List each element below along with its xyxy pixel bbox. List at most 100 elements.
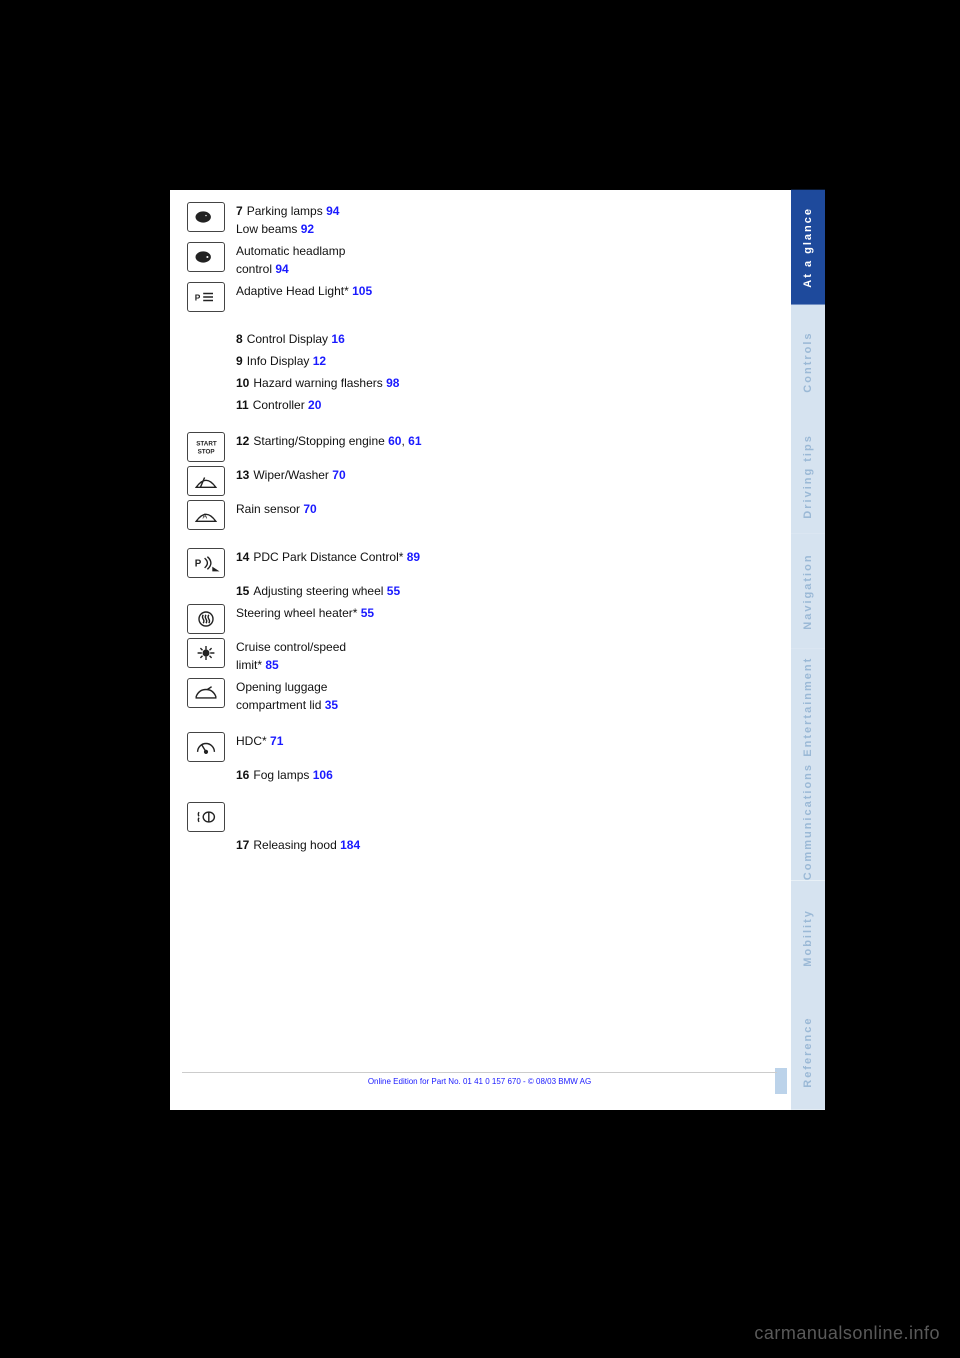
- item-row: 15Adjusting steering wheel 55: [182, 582, 642, 600]
- page-ref[interactable]: 106: [313, 768, 333, 782]
- item-label: PDC Park Distance Control*: [253, 550, 406, 564]
- icon-column: STARTSTOP: [182, 432, 230, 462]
- item-number: 14: [236, 550, 249, 564]
- page-ref[interactable]: 60: [388, 434, 401, 448]
- page-ref[interactable]: 12: [313, 354, 326, 368]
- page-ref[interactable]: 70: [332, 468, 345, 482]
- item-row: 16 Fog lamps 106: [182, 766, 642, 784]
- item-label: Parking lamps: [247, 204, 326, 218]
- item-row: 9Info Display 12: [182, 352, 642, 370]
- icon-column: [182, 604, 230, 634]
- rainwiper-icon: A: [187, 500, 225, 530]
- item-label: Releasing hood: [253, 838, 340, 852]
- item-text: Opening luggagecompartment lid 35: [230, 678, 642, 714]
- page-ref[interactable]: 16: [331, 332, 344, 346]
- icon-column: [182, 638, 230, 668]
- startstop-icon: STARTSTOP: [187, 432, 225, 462]
- item-label: Starting/Stopping engine: [253, 434, 388, 448]
- item-text: 10 Hazard warning flashers 98: [230, 374, 642, 392]
- page-ref[interactable]: 184: [340, 838, 360, 852]
- item-text: 7Parking lamps 94Low beams 92: [230, 202, 642, 238]
- watermark-text: carmanualsonline.info: [754, 1323, 940, 1344]
- adaptive-icon: P: [187, 282, 225, 312]
- side-tab-communications[interactable]: Communications: [791, 763, 825, 880]
- item-row: 7Parking lamps 94Low beams 92: [182, 202, 642, 238]
- item-label: HDC*: [236, 734, 270, 748]
- side-tab-navigation[interactable]: Navigation: [791, 534, 825, 649]
- spacer: [182, 418, 642, 432]
- spacer: [182, 718, 642, 732]
- item-row: A Rain sensor 70: [182, 500, 642, 530]
- icon-column: [182, 678, 230, 708]
- svg-text:START: START: [196, 441, 217, 448]
- item-number: 15: [236, 584, 249, 598]
- wiper-icon: [187, 466, 225, 496]
- foglamp-icon: [187, 802, 225, 832]
- page-ref[interactable]: 55: [387, 584, 400, 598]
- side-tab-mobility[interactable]: Mobility: [791, 881, 825, 996]
- item-number: 17: [236, 838, 249, 852]
- page-ref[interactable]: 98: [386, 376, 399, 390]
- item-number: 10: [236, 376, 249, 390]
- page-ref[interactable]: 55: [361, 606, 374, 620]
- item-row: 8 Control Display 16: [182, 330, 642, 348]
- item-number: 9: [236, 354, 243, 368]
- page-ref[interactable]: 35: [325, 698, 338, 712]
- item-row: STARTSTOP12Starting/Stopping engine 60, …: [182, 432, 642, 462]
- trunk-icon: [187, 678, 225, 708]
- item-row: 10 Hazard warning flashers 98: [182, 374, 642, 392]
- autolight-icon: [187, 242, 225, 272]
- item-text: Steering wheel heater* 55: [230, 604, 642, 622]
- item-row: P Adaptive Head Light* 105: [182, 282, 642, 312]
- item-label: Controller: [253, 398, 308, 412]
- heatwheel-icon: [187, 604, 225, 634]
- item-label: Steering wheel heater*: [236, 606, 361, 620]
- page-ref[interactable]: 61: [408, 434, 421, 448]
- item-number: 8: [236, 332, 243, 346]
- icon-column: [182, 466, 230, 496]
- page-ref[interactable]: 71: [270, 734, 283, 748]
- item-text: Cruise control/speedlimit* 85: [230, 638, 642, 674]
- side-tab-reference[interactable]: Reference: [791, 995, 825, 1110]
- page-ref[interactable]: 85: [265, 658, 278, 672]
- item-row: Opening luggagecompartment lid 35: [182, 678, 642, 714]
- lowbeam-icon: [187, 202, 225, 232]
- item-number: 16: [236, 768, 249, 782]
- item-text: Rain sensor 70: [230, 500, 642, 518]
- icon-column: P: [182, 548, 230, 578]
- side-tab-controls[interactable]: Controls: [791, 305, 825, 420]
- page-ref[interactable]: 92: [301, 222, 314, 236]
- item-text: HDC* 71: [230, 732, 642, 750]
- page-ref[interactable]: 94: [275, 262, 288, 276]
- item-label-b: Low beams: [236, 222, 301, 236]
- item-label: Fog lamps: [253, 768, 312, 782]
- side-tab-driving-tips[interactable]: Driving tips: [791, 419, 825, 534]
- page-ref[interactable]: 105: [352, 284, 372, 298]
- side-tab-at-a-glance[interactable]: At a glance: [791, 190, 825, 305]
- footer-text: Online Edition for Part No. 01 41 0 157 …: [182, 1072, 777, 1086]
- item-row: 17 Releasing hood 184: [182, 836, 642, 854]
- page-ref[interactable]: 89: [407, 550, 420, 564]
- spacer: [182, 534, 642, 548]
- item-label: Hazard warning flashers: [253, 376, 386, 390]
- item-number: 12: [236, 434, 249, 448]
- spacer: [182, 316, 642, 330]
- item-text: 17 Releasing hood 184: [230, 836, 642, 854]
- page-ref[interactable]: 70: [303, 502, 316, 516]
- item-row: 13Wiper/Washer 70: [182, 466, 642, 496]
- page-ref[interactable]: 94: [326, 204, 339, 218]
- item-row: [182, 802, 642, 832]
- content-column: 7Parking lamps 94Low beams 92Automatic h…: [182, 202, 642, 858]
- item-label: Control Display: [247, 332, 332, 346]
- page-ref[interactable]: 20: [308, 398, 321, 412]
- item-label: Cruise control/speedlimit*: [236, 640, 346, 672]
- item-text: 14 PDC Park Distance Control* 89: [230, 548, 642, 566]
- icon-column: [182, 242, 230, 272]
- item-label: Rain sensor: [236, 502, 303, 516]
- svg-text:A: A: [203, 514, 208, 521]
- item-text: 11Controller 20: [230, 396, 642, 414]
- svg-text:STOP: STOP: [198, 448, 215, 455]
- icon-column: [182, 732, 230, 762]
- item-label: Adaptive Head Light*: [236, 284, 352, 298]
- side-tab-entertainment[interactable]: Entertainment: [791, 649, 825, 764]
